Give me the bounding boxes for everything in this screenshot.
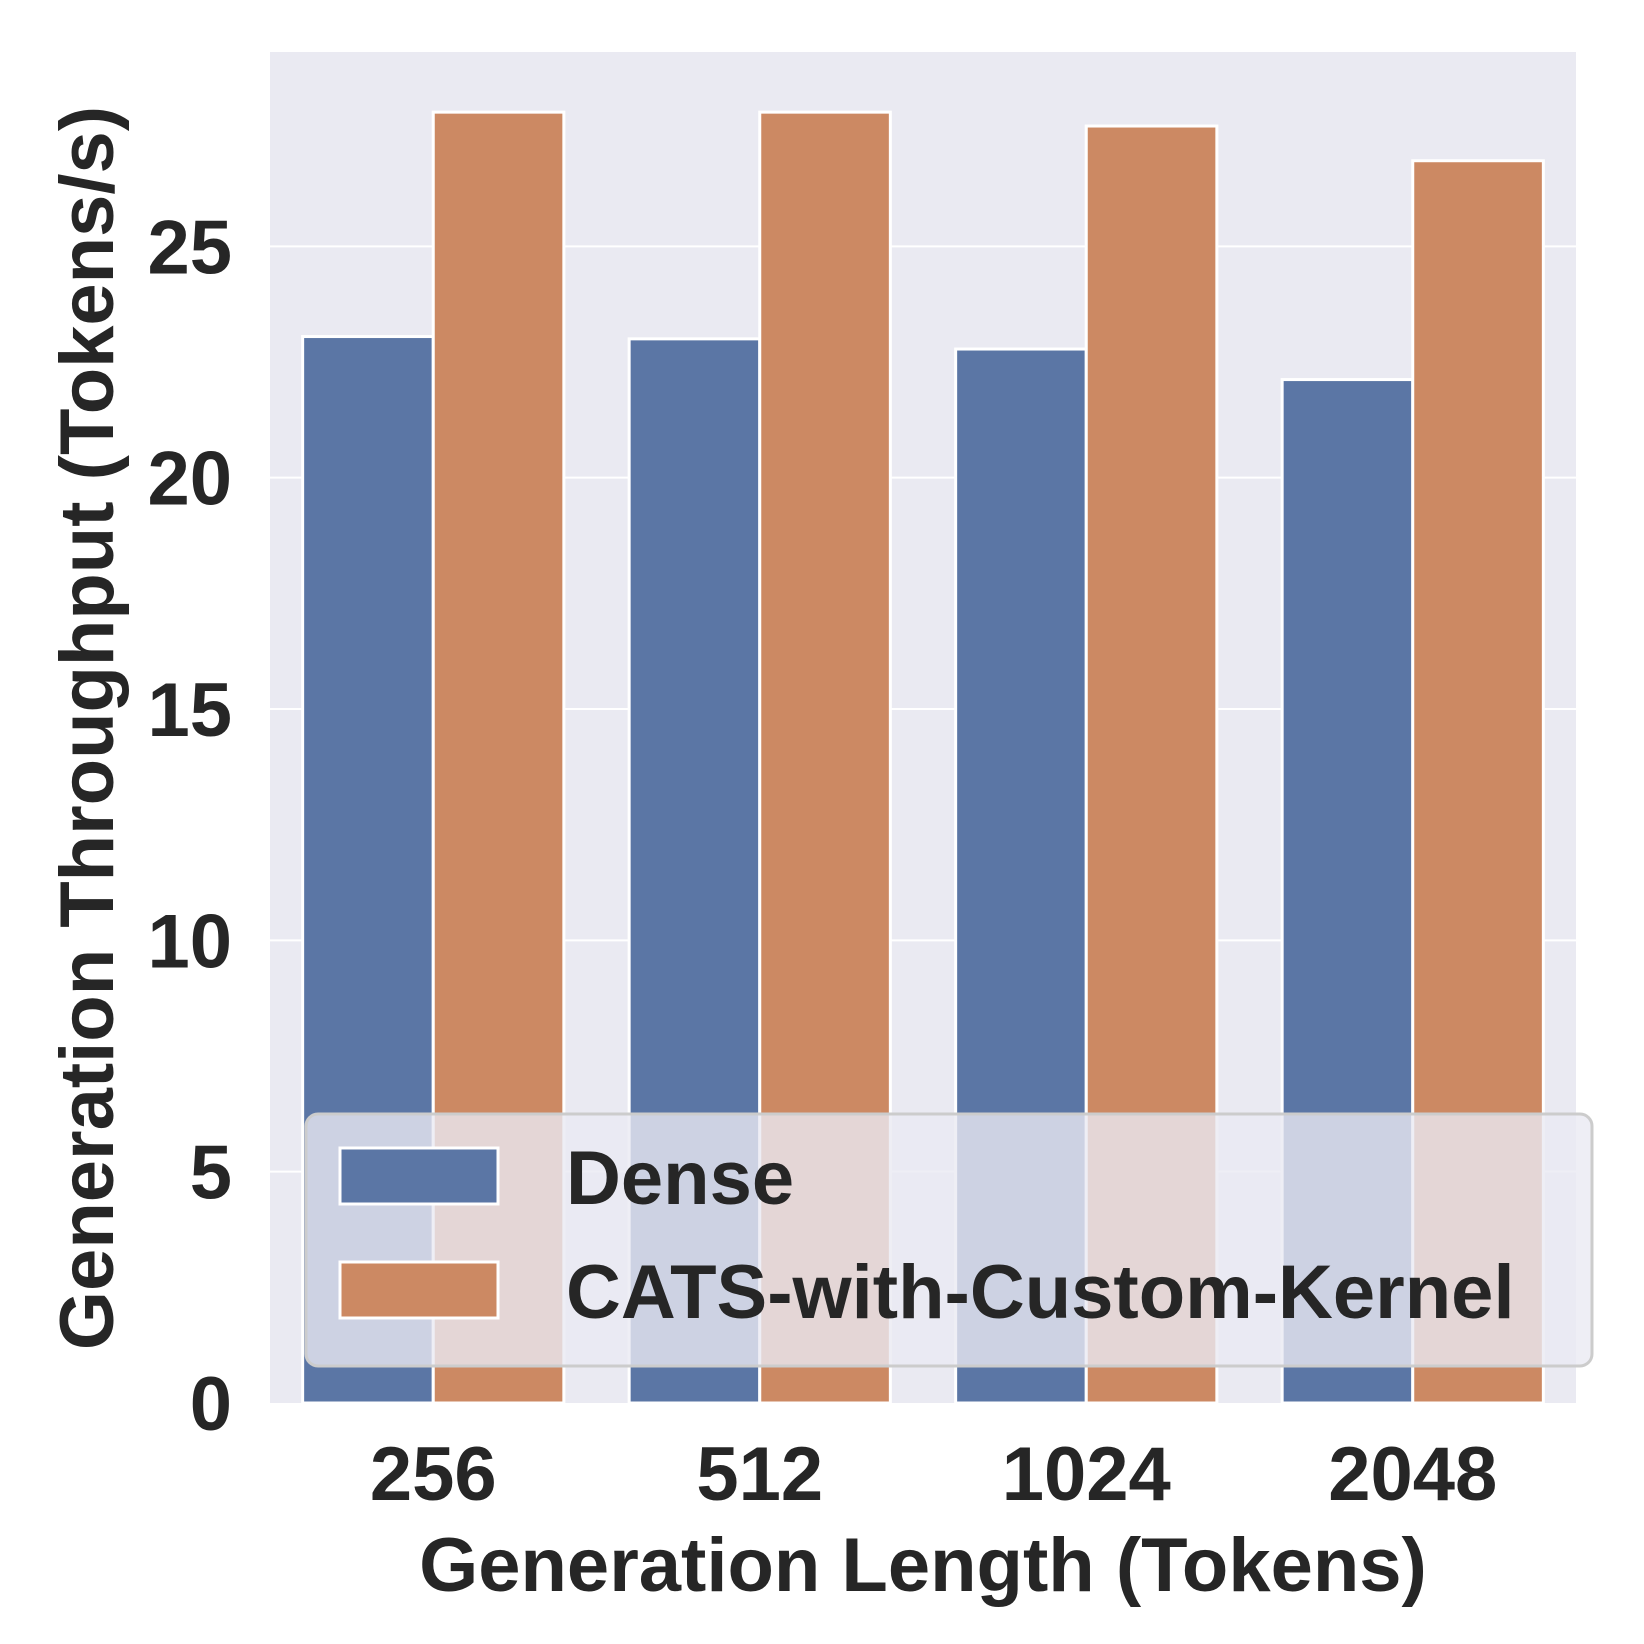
y-tick-label: 25	[147, 205, 232, 290]
legend-label-cats-with-custom-kernel: CATS-with-Custom-Kernel	[566, 1250, 1515, 1335]
y-tick-label: 15	[147, 668, 232, 753]
x-tick-label-256: 256	[370, 1432, 497, 1517]
y-tick-label: 10	[147, 899, 232, 984]
x-tick-label-512: 512	[696, 1432, 823, 1517]
legend: Dense CATS-with-Custom-Kernel	[304, 1112, 1594, 1368]
legend-swatch-cats-with-custom-kernel	[338, 1260, 500, 1320]
y-tick-label: 20	[147, 437, 232, 522]
x-tick-label-1024: 1024	[1002, 1432, 1171, 1517]
y-tick-label: 0	[190, 1362, 232, 1447]
x-tick-labels: 256 512 1024 2048	[370, 1432, 1497, 1517]
legend-swatch-dense	[338, 1146, 500, 1206]
legend-label-dense: Dense	[566, 1136, 794, 1221]
x-axis-title: Generation Length (Tokens)	[419, 1523, 1427, 1608]
legend-frame	[304, 1112, 1594, 1368]
y-tick-labels: 0 5 10 15 20 25	[147, 205, 232, 1447]
x-tick-label-2048: 2048	[1328, 1432, 1497, 1517]
y-tick-label: 5	[190, 1131, 232, 1216]
y-axis-title: Generation Throughput (Tokens/s)	[45, 106, 130, 1350]
